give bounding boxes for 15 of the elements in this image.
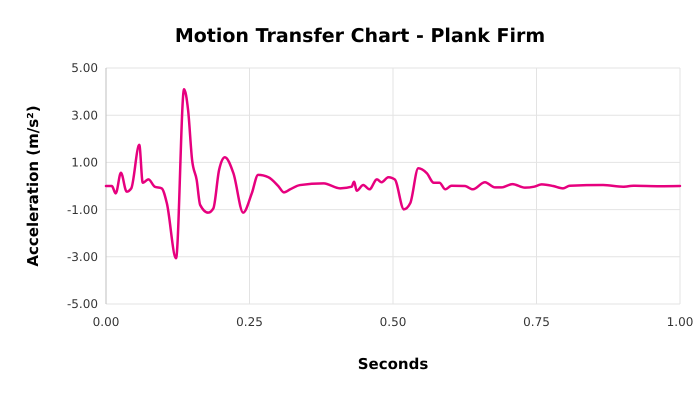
x-tick-label: 0.50 [380, 315, 406, 329]
y-tick-label: 1.00 [71, 156, 98, 170]
line-series [104, 88, 682, 260]
y-tick-label: -1.00 [66, 202, 98, 217]
y-tick-label: 5.00 [71, 61, 98, 76]
x-axis-title: Seconds [358, 355, 428, 373]
y-tick-label: -3.00 [66, 250, 98, 264]
chart-title: Motion Transfer Chart - Plank Firm [174, 25, 546, 47]
x-tick-label: 0.25 [236, 315, 263, 329]
y-tick-label: 3.00 [71, 108, 98, 122]
x-tick-label: 0.75 [523, 315, 550, 329]
y-axis-title: Acceleration (m/s²) [24, 105, 42, 267]
x-tick-label: 1.00 [666, 315, 694, 329]
y-tick-label: -5.00 [66, 297, 98, 312]
x-tick-label: 0.00 [92, 315, 120, 329]
